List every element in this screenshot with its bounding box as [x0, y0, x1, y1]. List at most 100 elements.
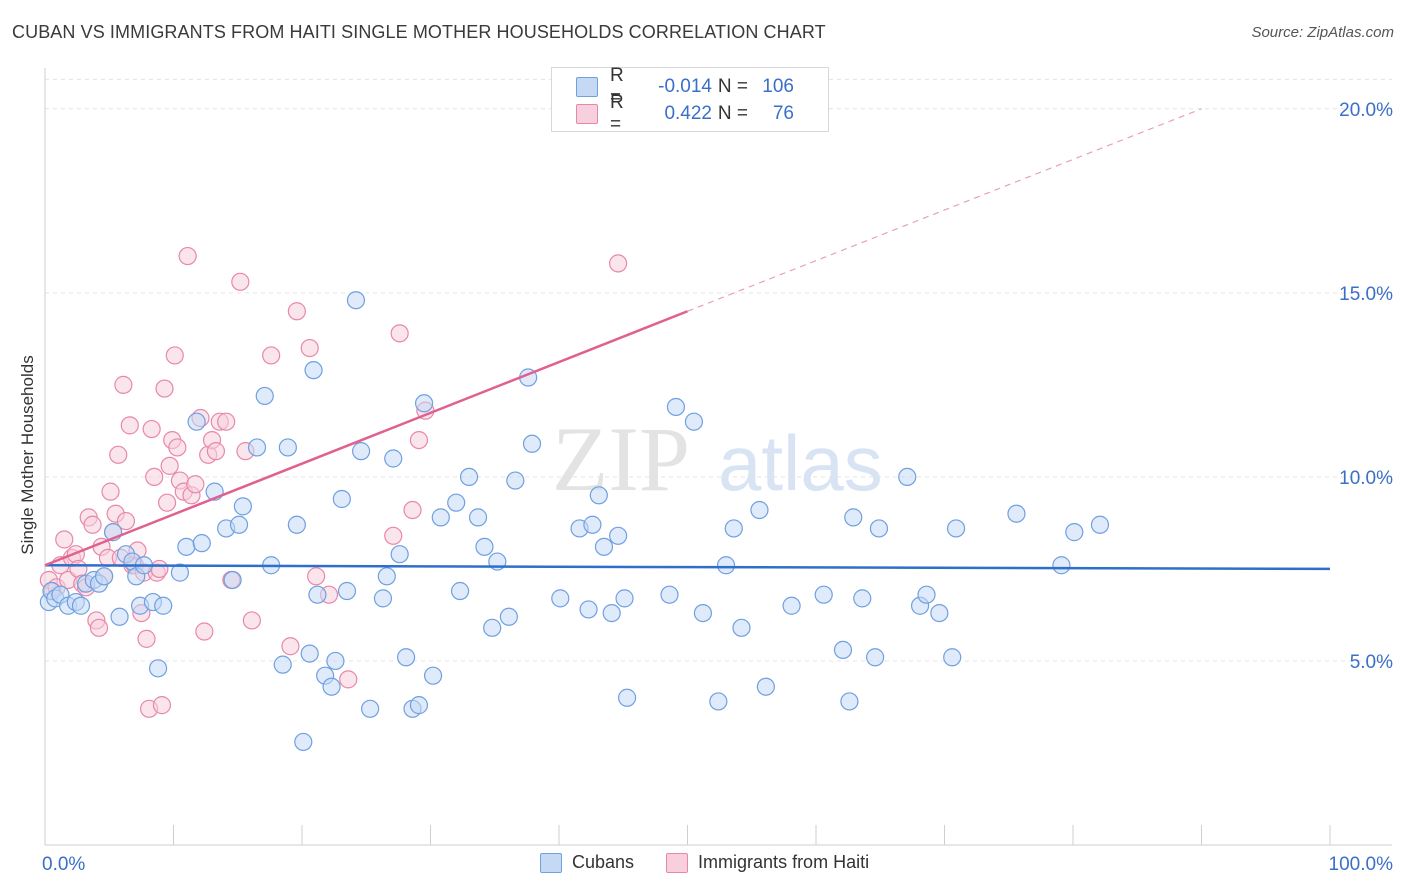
cuban-point	[304, 361, 323, 380]
haiti-label: Immigrants from Haiti	[698, 852, 870, 872]
cuban-point	[300, 644, 319, 663]
r-value: 0.422	[664, 103, 712, 124]
cuban-point	[431, 508, 450, 527]
cuban-point	[709, 692, 728, 711]
cuban-point	[693, 603, 713, 623]
cuban-point	[396, 648, 416, 667]
haiti-point	[160, 456, 179, 475]
haiti-point	[403, 500, 422, 520]
cuban-point	[732, 618, 751, 637]
cuban-point	[814, 585, 833, 604]
x-tick-label: 0.0%	[42, 854, 85, 875]
haiti-point	[281, 637, 300, 656]
cuban-point	[273, 655, 292, 674]
n-label: N =	[717, 76, 748, 97]
haiti-point	[195, 622, 214, 641]
cuban-point	[866, 648, 885, 667]
series-legend: Cubans Immigrants from Haiti	[540, 852, 901, 873]
haiti-point	[168, 438, 187, 457]
n-value: 76	[772, 103, 794, 124]
trend-lines	[44, 108, 1331, 571]
cuban-point	[1007, 504, 1026, 523]
r-label: R =	[610, 92, 624, 135]
cuban-point	[71, 596, 91, 615]
cuban-point	[287, 515, 306, 534]
cuban-point	[332, 489, 351, 509]
cuban-point	[447, 493, 466, 512]
cuban-point	[943, 648, 962, 667]
haiti-point	[155, 379, 174, 398]
cuban-point	[192, 534, 211, 553]
cuban-point	[278, 438, 297, 457]
haiti-point	[384, 526, 403, 545]
haiti-point	[262, 346, 281, 365]
haiti-point	[217, 412, 236, 431]
haiti-swatch	[576, 104, 598, 124]
haiti-point	[390, 324, 409, 343]
cuban-point	[506, 471, 525, 490]
cuban-point	[602, 603, 621, 623]
cubans-swatch	[576, 77, 598, 97]
n-label: N =	[717, 103, 748, 124]
chart-title: CUBAN VS IMMIGRANTS FROM HAITI SINGLE MO…	[12, 22, 826, 42]
cuban-point	[352, 442, 371, 461]
x-tick-label: 100.0%	[1329, 854, 1394, 875]
cuban-point	[583, 515, 602, 534]
haiti-point	[186, 475, 205, 494]
r-label: R =	[610, 65, 624, 108]
cuban-point	[756, 677, 775, 696]
cuban-point	[618, 688, 637, 707]
watermark-zip: ZIP	[552, 408, 690, 510]
cuban-point	[594, 537, 614, 556]
cuban-point	[373, 589, 393, 608]
cuban-point	[483, 618, 502, 637]
cuban-point	[154, 596, 173, 615]
haiti-points	[39, 246, 628, 718]
cuban-point	[499, 607, 518, 626]
cuban-point	[522, 434, 542, 453]
haiti-point	[242, 611, 261, 630]
source-label: Source: ZipAtlas.com	[1251, 24, 1394, 41]
cuban-point	[930, 603, 949, 623]
cuban-point	[844, 508, 863, 527]
cuban-point	[917, 585, 936, 604]
cubans-trend-line	[44, 563, 1331, 571]
cuban-point	[384, 449, 403, 468]
cubans-swatch	[540, 852, 562, 873]
cuban-point	[390, 545, 409, 564]
cuban-point	[579, 600, 598, 619]
haiti-point	[165, 346, 184, 365]
haiti-point	[287, 302, 306, 321]
haiti-point	[83, 515, 102, 534]
y-tick-label: 20.0%	[1339, 100, 1393, 121]
haiti-point	[300, 338, 319, 358]
haiti-point	[89, 618, 109, 637]
y-tick-label: 15.0%	[1339, 284, 1393, 305]
cuban-point	[475, 537, 494, 556]
haiti-point	[55, 530, 74, 549]
legend-row-haiti: R = 0.422 N = 76	[576, 92, 794, 135]
legend-item-haiti: Immigrants from Haiti	[666, 852, 869, 873]
haiti-point	[114, 375, 133, 394]
cuban-point	[247, 438, 267, 457]
legend-row-cubans: R = -0.014 N = 106	[576, 65, 794, 108]
haiti-point	[101, 482, 120, 501]
haiti-point	[409, 430, 429, 450]
cuban-point	[459, 467, 479, 487]
haiti-point	[150, 559, 169, 579]
cuban-point	[346, 291, 366, 310]
watermark: ZIP atlas	[552, 408, 883, 510]
y-tick-labels: 5.0% 10.0% 15.0% 20.0%	[1339, 100, 1393, 673]
haiti-point	[120, 416, 139, 435]
haiti-point	[307, 567, 326, 586]
cuban-point	[95, 567, 114, 586]
cuban-point	[409, 696, 429, 715]
haiti-point	[231, 272, 250, 291]
cuban-point	[833, 640, 853, 660]
axes	[44, 68, 1392, 846]
cuban-point	[615, 589, 634, 608]
haiti-swatch	[666, 852, 689, 873]
cuban-point	[255, 386, 274, 406]
legend-item-cubans: Cubans	[540, 852, 634, 873]
cuban-point	[869, 519, 889, 538]
